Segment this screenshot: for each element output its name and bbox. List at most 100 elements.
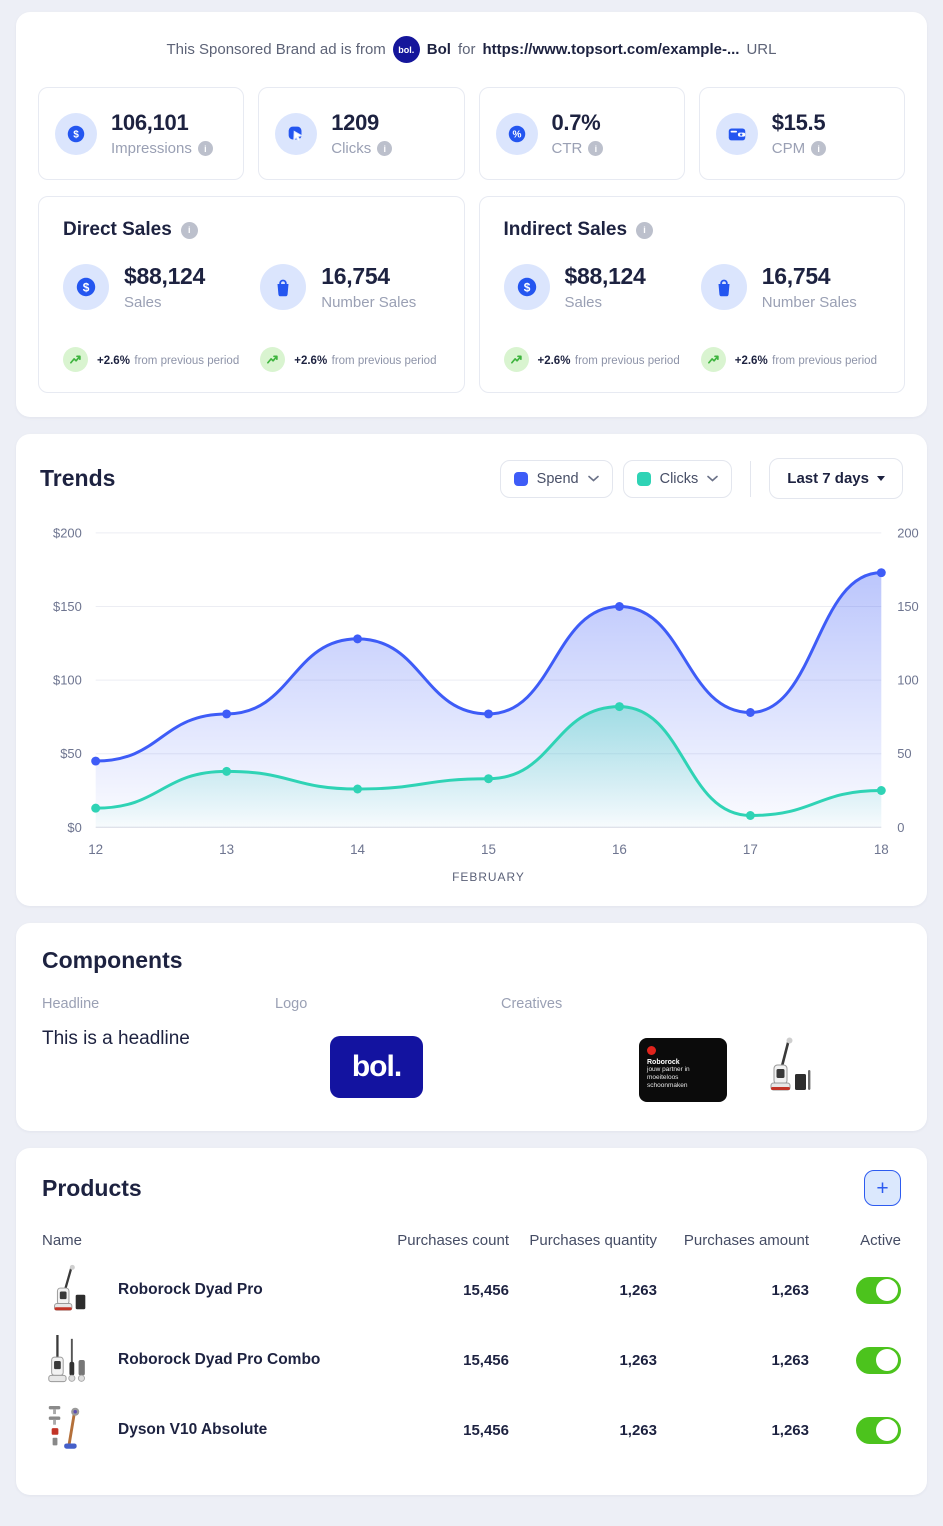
trend-up-icon xyxy=(700,347,726,372)
shopping-bag-icon xyxy=(260,264,307,310)
column-header-name: Name xyxy=(42,1232,83,1249)
products-table: Name Purchases count Purchases quantity … xyxy=(42,1232,901,1465)
purchases-amount: 1,263 xyxy=(771,1281,809,1299)
trends-card: Trends Spend Clicks Last 7 days xyxy=(16,434,927,906)
metric-label: Number Sales xyxy=(321,294,417,311)
stat-card-impressions: $ 106,101 Impressions i xyxy=(38,87,245,180)
dollar-circle-icon: $ xyxy=(503,264,550,310)
toggle-knob xyxy=(876,1349,898,1371)
trend-up-icon xyxy=(503,347,529,372)
stat-value: $15.5 xyxy=(771,110,826,135)
clicks-series-select[interactable]: Clicks xyxy=(622,459,733,498)
svg-text:$0: $0 xyxy=(67,820,81,835)
column-header-purchases-amount: Purchases amount xyxy=(683,1232,809,1249)
date-range-label: Last 7 days xyxy=(787,470,869,487)
info-icon[interactable]: i xyxy=(197,141,213,156)
bol-badge-icon: bol. xyxy=(392,36,420,63)
date-range-button[interactable]: Last 7 days xyxy=(769,458,903,499)
trend-value: +2.6% xyxy=(294,354,328,367)
trend-value: +2.6% xyxy=(734,354,768,367)
info-icon[interactable]: i xyxy=(636,221,654,239)
trend-up-icon xyxy=(260,347,286,372)
creatives-label: Creatives xyxy=(501,996,563,1012)
svg-text:18: 18 xyxy=(874,842,889,857)
spend-swatch xyxy=(513,471,528,486)
stats-row: $ 106,101 Impressions i 1209 Clicks i % xyxy=(38,87,905,180)
info-icon[interactable]: i xyxy=(811,141,827,156)
active-toggle[interactable] xyxy=(856,1346,901,1374)
creative-line: schoonmaken xyxy=(647,1081,688,1089)
svg-text:$150: $150 xyxy=(53,599,82,614)
info-icon[interactable]: i xyxy=(180,221,198,239)
products-title: Products xyxy=(42,1174,142,1201)
sales-metric: $ $88,124 Sales xyxy=(503,263,683,311)
purchases-amount: 1,263 xyxy=(771,1421,809,1439)
svg-text:$: $ xyxy=(83,280,90,294)
shopping-bag-icon xyxy=(700,264,747,310)
stat-value: 0.7% xyxy=(551,110,601,135)
column-header-active: Active xyxy=(860,1232,901,1249)
info-icon[interactable]: i xyxy=(377,141,393,156)
metric-value: $88,124 xyxy=(124,263,206,289)
purchases-count: 15,456 xyxy=(463,1281,509,1299)
product-name: Dyson V10 Absolute xyxy=(118,1421,268,1438)
stat-card-clicks: 1209 Clicks i xyxy=(258,87,465,180)
trends-title: Trends xyxy=(40,465,116,491)
table-row: Roborock Dyad Pro Combo 15,456 1,263 1,2… xyxy=(42,1325,901,1395)
chevron-down-icon xyxy=(587,475,599,482)
product-name: Roborock Dyad Pro Combo xyxy=(118,1351,321,1368)
svg-text:100: 100 xyxy=(897,673,919,688)
product-name: Roborock Dyad Pro xyxy=(118,1281,263,1298)
caret-down-icon xyxy=(877,476,885,481)
product-thumbnail xyxy=(42,1332,94,1388)
ad-url-link[interactable]: https://www.topsort.com/example-... xyxy=(482,41,740,58)
trend-up-icon xyxy=(63,347,88,372)
products-card: Products + Name Purchases count Purchase… xyxy=(16,1148,927,1495)
dollar-circle-icon: $ xyxy=(63,264,109,310)
sales-metric: $ $88,124 Sales xyxy=(63,263,242,311)
creative-product-image xyxy=(755,1036,815,1103)
stat-label: Impressions xyxy=(111,140,192,157)
trend-value: +2.6% xyxy=(537,354,571,367)
active-toggle[interactable] xyxy=(856,1416,901,1444)
active-toggle[interactable] xyxy=(856,1276,901,1304)
stat-label: Clicks xyxy=(331,140,372,157)
bol-badge-text: bol. xyxy=(398,44,415,55)
add-product-button[interactable]: + xyxy=(864,1170,901,1206)
stat-card-cpm: $15.5 CPM i xyxy=(698,87,905,180)
column-header-purchases-quantity: Purchases quantity xyxy=(529,1232,657,1249)
sales-metric: 16,754 Number Sales xyxy=(700,263,880,311)
stat-card-ctr: % 0.7% CTR i xyxy=(478,87,685,180)
creative-banner: Roborock jouw partner in moeiteloos scho… xyxy=(639,1037,727,1102)
svg-text:$200: $200 xyxy=(53,525,82,540)
trend-indicator: +2.6% from previous period xyxy=(63,347,242,372)
headline-value: This is a headline xyxy=(42,1028,190,1049)
ad-header: This Sponsored Brand ad is from bol. Bol… xyxy=(38,30,905,63)
stat-label: CTR xyxy=(551,140,583,157)
wallet-icon xyxy=(715,112,758,155)
stat-value: 1209 xyxy=(331,110,379,135)
direct-sales-title: Direct Sales xyxy=(63,219,172,240)
table-row: Roborock Dyad Pro 15,456 1,263 1,263 xyxy=(42,1255,901,1325)
trends-controls: Spend Clicks Last 7 days xyxy=(499,458,903,499)
spend-select-label: Spend xyxy=(536,470,579,487)
metric-label: Number Sales xyxy=(761,294,857,311)
summary-card: This Sponsored Brand ad is from bol. Bol… xyxy=(16,12,927,417)
svg-text:17: 17 xyxy=(743,842,758,857)
purchases-quantity: 1,263 xyxy=(619,1281,657,1299)
spend-series-select[interactable]: Spend xyxy=(499,459,613,498)
creative-line: moeiteloos xyxy=(647,1073,679,1081)
svg-text:$: $ xyxy=(523,280,530,294)
headline-label: Headline xyxy=(42,996,100,1012)
trend-text: from previous period xyxy=(772,354,877,367)
purchases-quantity: 1,263 xyxy=(619,1351,657,1369)
logo-label: Logo xyxy=(275,996,308,1012)
components-card: Components Headline Logo Creatives This … xyxy=(16,923,927,1131)
info-icon[interactable]: i xyxy=(588,141,604,156)
svg-text:200: 200 xyxy=(897,525,919,540)
ad-header-prefix: This Sponsored Brand ad is from xyxy=(166,41,386,58)
metric-label: Sales xyxy=(564,294,603,311)
product-thumbnail xyxy=(42,1402,94,1458)
percent-badge-icon: % xyxy=(495,112,538,155)
creatives-group: Roborock jouw partner in moeiteloos scho… xyxy=(639,1036,901,1103)
